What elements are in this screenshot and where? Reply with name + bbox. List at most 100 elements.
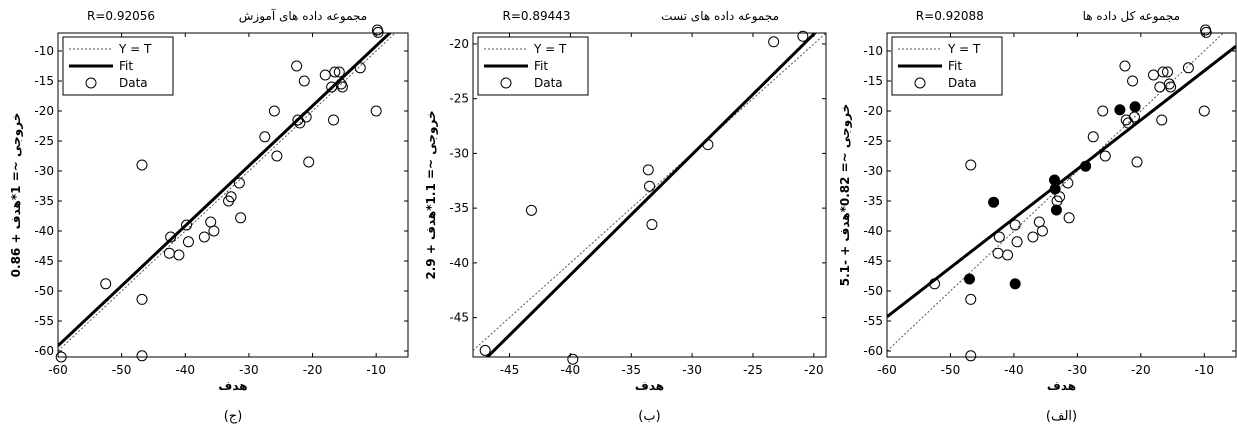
data-point: [1087, 131, 1099, 143]
plot-frame: [472, 32, 827, 358]
y-tick-label: -20: [449, 37, 469, 51]
x-tick-label: -20: [804, 363, 824, 377]
y-tick-label: -55: [34, 314, 54, 328]
x-tick-label: -50: [941, 363, 961, 377]
x-tick-label: -20: [303, 363, 323, 377]
x-tick-label: -25: [743, 363, 763, 377]
data-point: [136, 159, 148, 171]
y-tick-label: -15: [863, 74, 883, 88]
data-point: [965, 159, 977, 171]
data-point: [165, 231, 177, 243]
x-tick-label: -20: [1131, 363, 1151, 377]
data-point: [702, 139, 714, 151]
data-point: [1062, 177, 1074, 189]
data-point: [370, 105, 382, 117]
data-point: [271, 150, 283, 162]
y-tick-label: -35: [34, 194, 54, 208]
data-point: [298, 75, 310, 87]
x-tick-label: -35: [621, 363, 641, 377]
y-tick-label: -20: [863, 104, 883, 118]
y-tick-label: -50: [34, 284, 54, 298]
data-point: [646, 219, 658, 231]
legend-marker-data: [914, 77, 926, 89]
x-tick-label: -60: [877, 363, 897, 377]
data-point: [181, 219, 193, 231]
data-point: [259, 131, 271, 143]
panel-caption: (الف): [1046, 409, 1077, 424]
data-point: [1009, 219, 1021, 231]
x-tick-label: -10: [1194, 363, 1214, 377]
panel-caption: (ج): [224, 409, 243, 424]
r-value-label: R=0.92056: [87, 9, 155, 23]
legend-label: Data: [948, 76, 977, 90]
y-tick-label: -55: [863, 314, 883, 328]
legend-marker-data: [85, 77, 97, 89]
y-tick-label: -25: [863, 134, 883, 148]
y-tick-label: -45: [449, 311, 469, 325]
data-point: [642, 164, 654, 176]
data-point-filled: [1049, 174, 1061, 186]
data-point-filled: [963, 273, 975, 285]
data-point: [1122, 117, 1134, 129]
data-point: [294, 117, 306, 129]
plot-frame: [886, 32, 1237, 358]
y-tick-label: -40: [34, 224, 54, 238]
y-tick-label: -30: [449, 146, 469, 160]
data-point: [1120, 114, 1132, 126]
legend-label: Data: [534, 76, 563, 90]
y-axis-label: خروجی ~= 1.1*هدف + 2.9: [424, 110, 439, 279]
data-point: [336, 81, 348, 93]
legend-label: Y = T: [533, 42, 567, 56]
y-tick-label: -30: [34, 164, 54, 178]
x-tick-label: -40: [1004, 363, 1024, 377]
data-point: [1097, 105, 1109, 117]
chart-title: مجموعه داده های آموزش: [239, 8, 367, 24]
r-value-label: R=0.92088: [916, 9, 984, 23]
data-point: [291, 60, 303, 72]
x-tick-label: -30: [239, 363, 259, 377]
y-tick-label: -60: [863, 344, 883, 358]
data-point: [1036, 225, 1048, 237]
data-point: [479, 344, 491, 356]
data-point: [300, 111, 312, 123]
identity-line: [887, 33, 1225, 352]
data-point: [1157, 66, 1169, 78]
data-point: [1154, 81, 1166, 93]
x-tick-label: -60: [48, 363, 68, 377]
y-tick-label: -40: [863, 224, 883, 238]
data-point: [992, 247, 1004, 259]
y-tick-label: -30: [863, 164, 883, 178]
data-point: [1127, 75, 1139, 87]
panel-middle: R=0.89443 مجموعه داده های تست -45 -40 -35 -30…: [424, 9, 827, 424]
fit-line: [887, 45, 1236, 318]
y-tick-label: -50: [863, 284, 883, 298]
data-point: [198, 231, 210, 243]
data-point: [1161, 66, 1173, 78]
y-tick-label: -10: [34, 44, 54, 58]
data-point: [1027, 231, 1039, 243]
y-tick-label: -35: [863, 194, 883, 208]
panel-left: R=0.92056 مجموعه داده های آموزش -60 -50 -40 -…: [9, 8, 409, 424]
data-point: [173, 249, 185, 261]
chart-title: مجموعه داده های تست: [661, 9, 779, 24]
data-point: [136, 350, 148, 362]
data-point: [1131, 156, 1143, 168]
y-axis-label: خروجی ~= 0.82*هدف + -5.1: [838, 104, 853, 287]
data-point: [965, 350, 977, 362]
r-value-label: R=0.89443: [503, 9, 571, 23]
data-point: [235, 212, 247, 224]
x-tick-label: -50: [112, 363, 132, 377]
y-tick-label: -10: [863, 44, 883, 58]
data-point: [929, 278, 941, 290]
legend-marker-data: [500, 77, 512, 89]
data-point: [1033, 216, 1045, 228]
data-point: [303, 156, 315, 168]
data-point: [567, 353, 579, 365]
data-point: [233, 177, 245, 189]
x-axis-label: هدف: [1047, 379, 1076, 393]
x-tick-label: -40: [175, 363, 195, 377]
data-point-filled: [1009, 278, 1021, 290]
data-point: [100, 278, 112, 290]
data-point: [225, 191, 237, 203]
